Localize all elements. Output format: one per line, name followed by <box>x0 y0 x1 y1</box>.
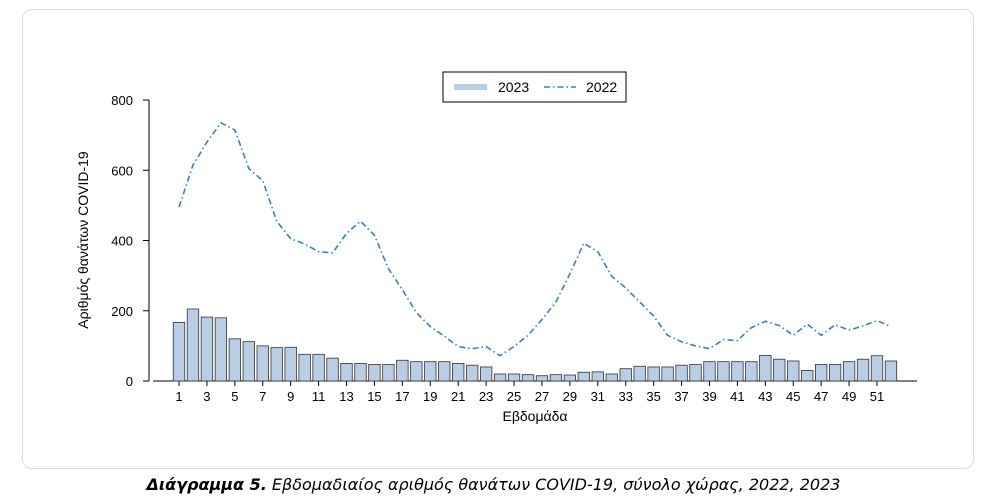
bar-2023 <box>703 361 716 382</box>
y-tick-label: 0 <box>126 374 133 389</box>
bar-2023 <box>828 364 842 382</box>
bar-2023 <box>298 353 311 382</box>
bar-2023 <box>438 361 451 382</box>
bar-2023 <box>884 360 898 382</box>
bars-2023 <box>172 308 898 382</box>
legend: 2023 2022 <box>442 71 627 103</box>
x-tick-label: 45 <box>786 389 800 404</box>
x-tick-label: 15 <box>367 389 381 404</box>
x-tick-label: 35 <box>646 389 660 404</box>
legend-label-2023: 2023 <box>498 79 529 95</box>
bar-2023 <box>675 364 688 382</box>
bar-2023 <box>368 364 381 382</box>
legend-box <box>442 71 627 103</box>
bar-2023 <box>479 366 493 382</box>
bar-2023 <box>466 364 479 382</box>
y-tick-label: 200 <box>111 304 133 319</box>
bar-2023 <box>186 308 200 382</box>
bar-2023 <box>172 321 186 382</box>
bar-2023 <box>549 374 563 382</box>
bar-2023 <box>340 363 353 382</box>
bar-2023 <box>731 361 744 382</box>
bar-2023 <box>619 368 632 382</box>
bar-2023 <box>214 317 228 382</box>
x-tick-label: 47 <box>814 389 828 404</box>
bar-2023 <box>493 373 507 382</box>
x-tick-label: 7 <box>259 389 266 404</box>
caption-label: Διάγραμμα 5. <box>146 475 267 494</box>
x-tick-label: 23 <box>479 389 493 404</box>
x-tick-label: 5 <box>231 389 238 404</box>
bar-2023 <box>284 346 297 382</box>
x-tick-label: 21 <box>451 389 465 404</box>
bar-2023 <box>787 360 800 382</box>
x-tick-label: 19 <box>423 389 437 404</box>
bar-2023 <box>717 361 730 382</box>
x-tick-label: 49 <box>842 389 856 404</box>
bar-2023 <box>396 359 409 382</box>
bar-2023 <box>270 347 283 382</box>
bar-2023 <box>661 366 674 382</box>
figure-caption: Διάγραμμα 5. Εβδομαδιαίος αριθμός θανάτω… <box>0 475 987 494</box>
bar-2023 <box>563 374 577 382</box>
bar-2023 <box>354 363 367 382</box>
bar-2023 <box>689 364 702 382</box>
x-tick-label: 51 <box>870 389 884 404</box>
bar-2023 <box>256 345 269 382</box>
bar-2023 <box>605 373 618 382</box>
x-tick-label: 11 <box>312 389 326 404</box>
x-axis-title: Εβδομάδα <box>502 408 567 424</box>
bar-2023 <box>647 366 660 382</box>
series-line-2022 <box>178 122 892 357</box>
bar-2023 <box>842 361 856 382</box>
x-tick-label: 29 <box>563 389 577 404</box>
bar-2023 <box>745 361 758 382</box>
bar-2023 <box>382 364 395 382</box>
x-tick-label: 39 <box>702 389 716 404</box>
x-tick-label: 25 <box>507 389 521 404</box>
x-tick-label: 33 <box>618 389 632 404</box>
line-2022 <box>178 122 892 357</box>
x-tick-label: 13 <box>339 389 353 404</box>
bar-2023 <box>633 365 646 382</box>
bar-2023 <box>507 373 521 382</box>
bar-2023 <box>242 341 255 382</box>
bar-2023 <box>801 370 814 382</box>
y-tick-label: 800 <box>111 93 133 108</box>
bar-2023 <box>200 316 214 382</box>
y-tick-label: 400 <box>111 234 133 249</box>
x-tick-label: 37 <box>674 389 688 404</box>
bar-2023 <box>228 338 241 382</box>
bar-2023 <box>856 358 870 382</box>
x-tick-label: 3 <box>203 389 210 404</box>
caption-text: Εβδομαδιαίος αριθμός θανάτων COVID-19, σ… <box>271 475 841 494</box>
x-tick-label: 43 <box>758 389 772 404</box>
bar-2023 <box>410 361 423 382</box>
y-axis-title: Αριθμός θανάτων COVID-19 <box>75 151 91 329</box>
bar-2023 <box>759 354 772 382</box>
x-tick-label: 9 <box>287 389 294 404</box>
x-tick-label: 41 <box>730 389 744 404</box>
bar-2023 <box>424 361 437 382</box>
bar-2023 <box>591 371 604 382</box>
bar-2023 <box>535 375 549 382</box>
bar-2023 <box>521 374 535 382</box>
bar-2023 <box>312 353 325 382</box>
y-tick-label: 600 <box>111 163 133 178</box>
bar-2023 <box>326 357 339 382</box>
x-tick-label: 31 <box>591 389 605 404</box>
bar-2023 <box>815 364 828 382</box>
bar-2023 <box>870 355 884 382</box>
bar-2023 <box>773 358 786 382</box>
legend-label-2022: 2022 <box>586 79 617 95</box>
bar-2023 <box>452 363 465 382</box>
x-tick-label: 27 <box>535 389 549 404</box>
bar-2023 <box>577 371 590 382</box>
x-tick-label: 1 <box>175 389 182 404</box>
x-tick-label: 17 <box>395 389 409 404</box>
